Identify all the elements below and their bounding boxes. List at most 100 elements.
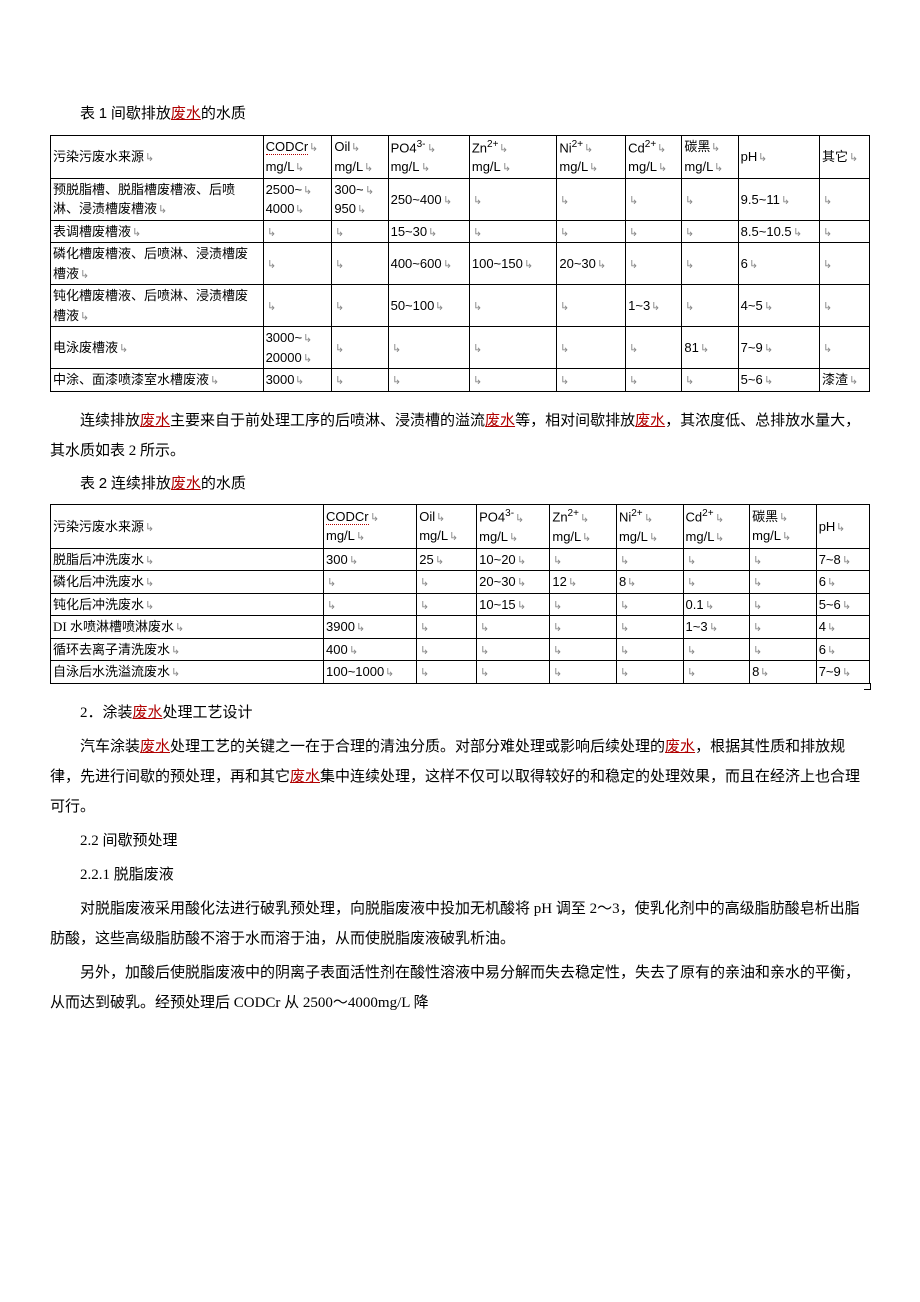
return-icon: ↲ <box>644 511 653 528</box>
th-source: 污染污废水来源↲ <box>51 135 264 178</box>
return-icon: ↲ <box>849 150 858 167</box>
table-cell: ↲ <box>750 638 817 661</box>
table1-caption: 表 1 间歇排放废水的水质 <box>50 100 870 129</box>
table-cell: 9.5~11↲ <box>738 178 819 220</box>
table-cell: ↲ <box>682 220 738 243</box>
table-cell: ↲ <box>417 616 477 639</box>
unit: mg/L <box>419 528 448 543</box>
table-cell: 100~150↲ <box>469 243 557 285</box>
para-degrease-1: 对脱脂废液采用酸化法进行破乳预处理，向脱脂废液中投加无机酸将 pH 调至 2～3… <box>50 894 870 954</box>
th-carbon: 碳黑↲mg/L↲ <box>682 135 738 178</box>
th-ph: pH↲ <box>816 505 869 548</box>
table-cell: 3000↲ <box>263 369 332 392</box>
th-text: 污染污废水来源 <box>53 519 144 534</box>
table-cell: 400~600↲ <box>388 243 469 285</box>
table-row: 表调槽废槽液↲↲↲15~30↲↲↲↲↲8.5~10.5↲↲ <box>51 220 870 243</box>
th-text: pH <box>741 149 758 164</box>
table-cell: 81↲ <box>682 327 738 369</box>
table-cell: 3000~↲20000↲ <box>263 327 332 369</box>
th-text: Cd <box>686 510 703 525</box>
return-icon: ↲ <box>711 140 720 157</box>
table-cell: ↲ <box>469 327 557 369</box>
table-cell: 1~3↲ <box>683 616 750 639</box>
other-cell: ↲ <box>819 220 869 243</box>
link[interactable]: 废水 <box>140 413 170 429</box>
table-cell: 5~6↲ <box>738 369 819 392</box>
table-header-row: 污染污废水来源↲ CODCr↲mg/L↲ Oil↲mg/L↲ PO43-↲mg/… <box>51 135 870 178</box>
return-icon: ↲ <box>421 160 430 177</box>
link[interactable]: 废水 <box>290 769 320 785</box>
source-cell: 中涂、面漆喷漆室水槽废液↲ <box>51 369 264 392</box>
table-cell: ↲ <box>616 593 683 616</box>
th-oil: Oil↲mg/L↲ <box>417 505 477 548</box>
return-icon: ↲ <box>370 510 379 527</box>
cap-link[interactable]: 废水 <box>171 476 201 492</box>
mid-para: 连续排放废水主要来自于前处理工序的后喷淋、浸渍槽的溢流废水等，相对间歇排放废水，… <box>50 406 870 466</box>
table-cell: 8↲ <box>616 571 683 594</box>
th-zn: Zn2+↲mg/L↲ <box>550 505 617 548</box>
table2: 污染污废水来源↲ CODCr↲mg/L↲ Oil↲mg/L↲ PO43-↲mg/… <box>50 504 870 683</box>
return-icon: ↲ <box>295 160 304 177</box>
table-cell: ↲ <box>750 593 817 616</box>
table-cell: 7~9↲ <box>816 661 869 684</box>
source-cell: 表调槽废槽液↲ <box>51 220 264 243</box>
table-cell: ↲ <box>332 327 388 369</box>
table2-caption: 表 2 连续排放废水的水质 <box>50 470 870 499</box>
th-text: pH <box>819 519 836 534</box>
section-2-heading: 2．涂装废水处理工艺设计 <box>50 698 870 728</box>
table-row: 中涂、面漆喷漆室水槽废液↲3000↲↲↲↲↲↲↲5~6↲漆渣↲ <box>51 369 870 392</box>
table-cell: 12↲ <box>550 571 617 594</box>
th-zn: Zn2+↲mg/L↲ <box>469 135 557 178</box>
table-cell: ↲ <box>626 369 682 392</box>
table-cell: 6↲ <box>738 243 819 285</box>
text: 等，相对间歇排放 <box>515 413 635 429</box>
other-cell: ↲ <box>819 243 869 285</box>
sup: 2+ <box>572 139 583 150</box>
table-cell: 20~30↲ <box>557 243 626 285</box>
link[interactable]: 废水 <box>485 413 515 429</box>
link[interactable]: 废水 <box>140 739 170 755</box>
table-row: 电泳废槽液↲3000~↲20000↲↲↲↲↲↲81↲7~9↲↲ <box>51 327 870 369</box>
cap-tail: 的水质 <box>201 476 246 492</box>
th-text: CODCr <box>266 139 309 155</box>
table-cell: ↲ <box>469 178 557 220</box>
table-cell: 20~30↲ <box>477 571 550 594</box>
sup: 2+ <box>702 508 713 519</box>
table-cell: ↲ <box>332 220 388 243</box>
table-cell: ↲ <box>626 220 682 243</box>
return-icon: ↲ <box>582 530 591 547</box>
table-cell: ↲ <box>417 593 477 616</box>
link[interactable]: 废水 <box>635 413 665 429</box>
table-row: 磷化槽废槽液、后喷淋、浸渍槽废槽液↲↲↲400~600↲100~150↲20~3… <box>51 243 870 285</box>
other-cell: 漆渣↲ <box>819 369 869 392</box>
sup: 2+ <box>568 508 579 519</box>
cap-link[interactable]: 废水 <box>171 106 201 122</box>
text: 2．涂装 <box>80 705 133 721</box>
table-cell: ↲ <box>324 571 417 594</box>
return-icon: ↲ <box>436 510 445 527</box>
source-cell: 电泳废槽液↲ <box>51 327 264 369</box>
link[interactable]: 废水 <box>133 705 163 721</box>
source-cell: DI 水喷淋槽喷淋废水↲ <box>51 616 324 639</box>
unit: mg/L <box>559 159 588 174</box>
unit: mg/L <box>628 159 657 174</box>
unit: mg/L <box>391 159 420 174</box>
table-cell: ↲ <box>557 285 626 327</box>
other-cell: ↲ <box>819 285 869 327</box>
table-cell: ↲ <box>683 638 750 661</box>
return-icon: ↲ <box>649 530 658 547</box>
table-cell: ↲ <box>626 327 682 369</box>
table-cell: ↲ <box>750 571 817 594</box>
source-cell: 钝化槽废槽液、后喷淋、浸渍槽废槽液↲ <box>51 285 264 327</box>
table-cell: ↲ <box>263 285 332 327</box>
link[interactable]: 废水 <box>665 739 695 755</box>
text: 连续排放 <box>80 413 140 429</box>
table1: 污染污废水来源↲ CODCr↲mg/L↲ Oil↲mg/L↲ PO43-↲mg/… <box>50 135 870 392</box>
table-cell: ↲ <box>557 327 626 369</box>
text: 主要来自于前处理工序的后喷淋、浸渍槽的溢流 <box>170 413 485 429</box>
text: 汽车涂装 <box>80 739 140 755</box>
cap-pre: 表 <box>80 106 99 122</box>
unit: mg/L <box>472 159 501 174</box>
section-221-heading: 2.2.1 脱脂废液 <box>50 860 870 890</box>
table-cell: ↲ <box>388 327 469 369</box>
